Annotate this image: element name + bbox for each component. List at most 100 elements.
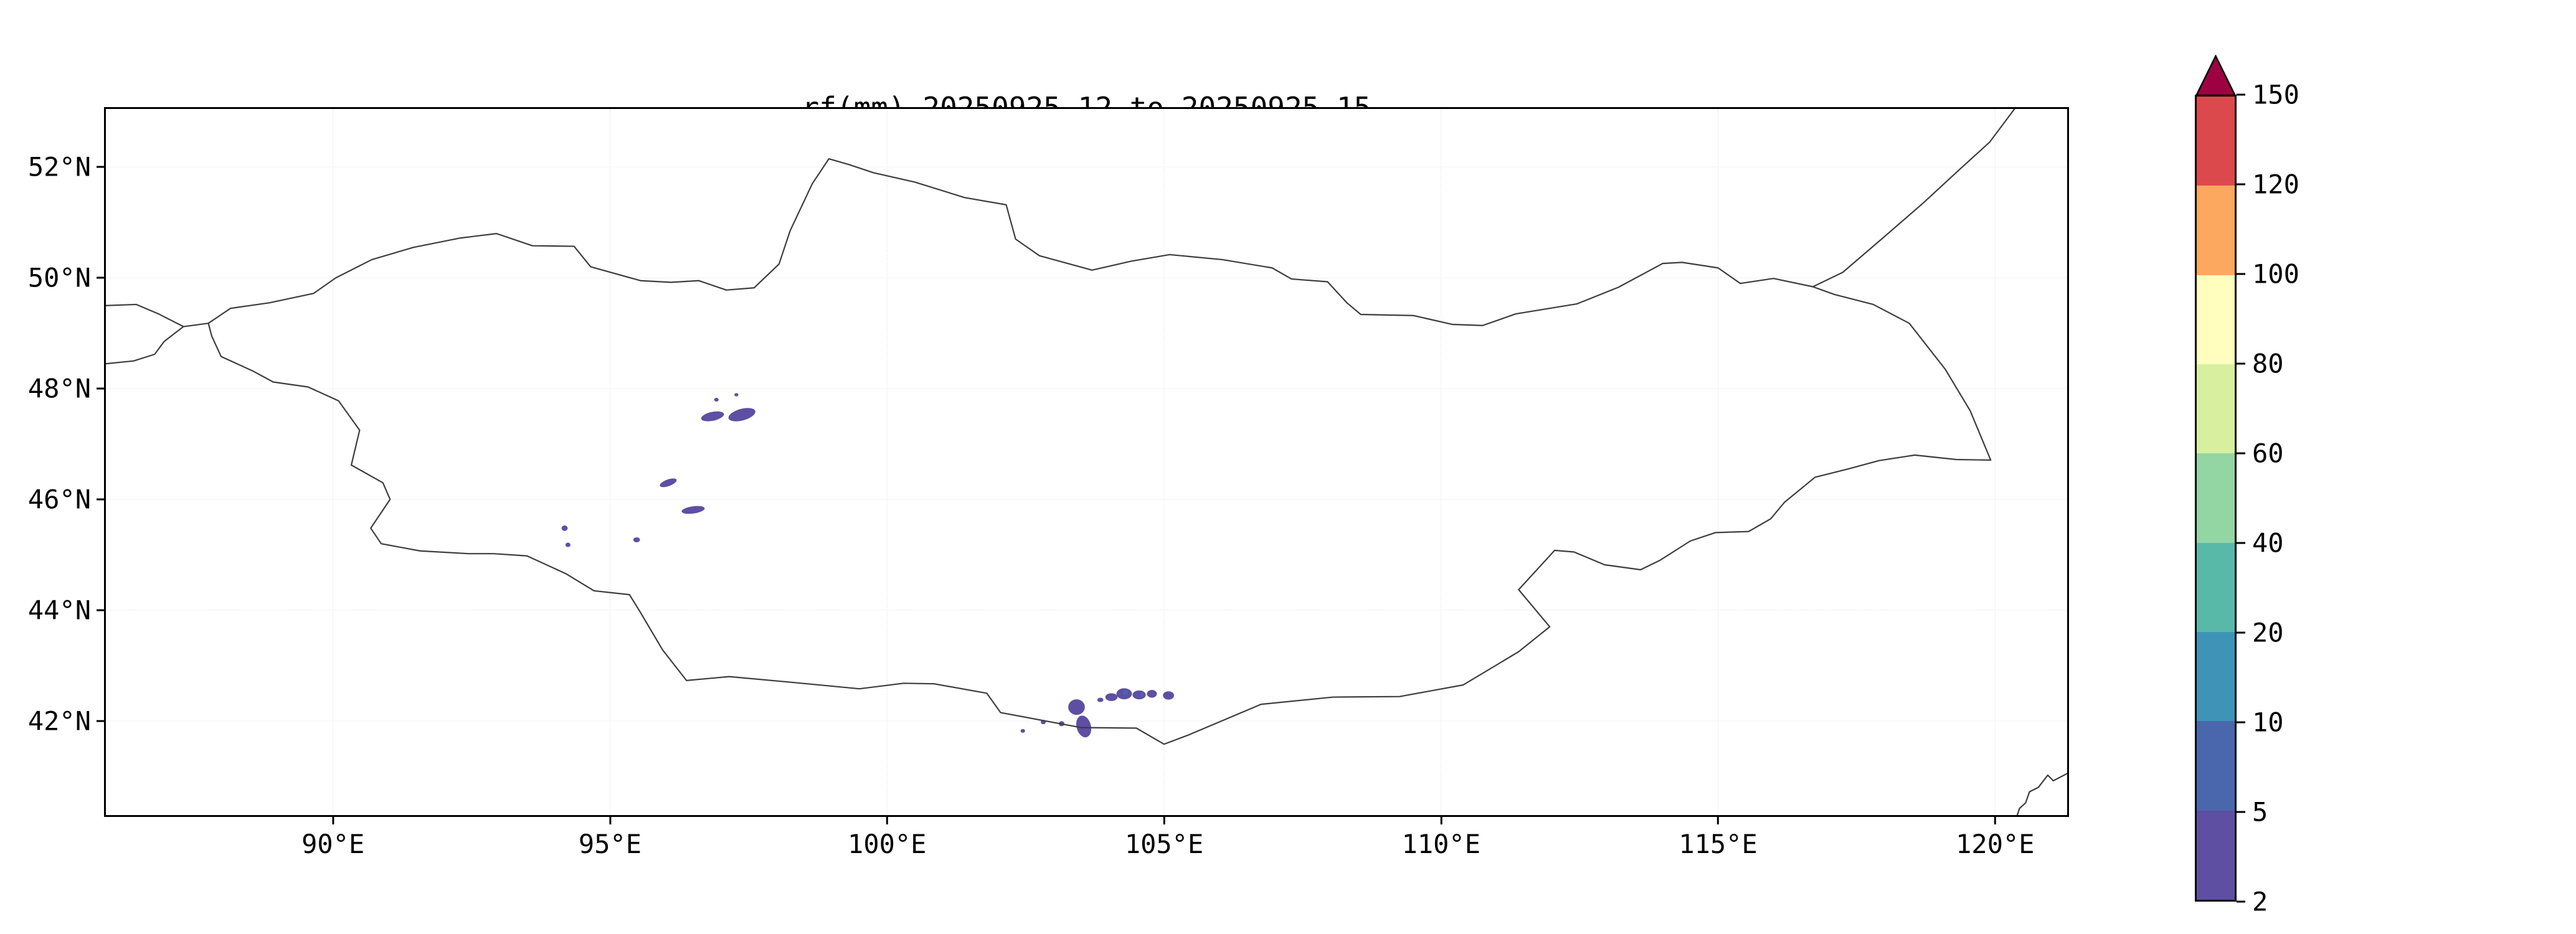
x-tick-label: 110°E bbox=[1401, 829, 1481, 859]
colorbar-tick-label: 10 bbox=[2252, 707, 2284, 738]
tick-mark bbox=[1994, 815, 1996, 824]
rain-cell bbox=[1163, 691, 1175, 700]
x-tick-label: 95°E bbox=[578, 829, 642, 859]
colorbar: 150 120 100 80 60 40 20 10 5 2 bbox=[2195, 55, 2299, 917]
rain-cell bbox=[714, 397, 719, 402]
y-axis-tick: 52°N bbox=[28, 152, 106, 182]
tick-mark bbox=[2237, 900, 2245, 903]
colorbar-tick: 5 bbox=[2237, 796, 2268, 827]
colorbar-segment bbox=[2197, 632, 2235, 722]
tick-mark bbox=[1163, 815, 1165, 824]
overflow-arrow-shape bbox=[2195, 55, 2237, 96]
colorbar-tick-label: 2 bbox=[2252, 886, 2268, 917]
x-axis-tick: 95°E bbox=[579, 815, 642, 859]
tick-mark bbox=[97, 498, 106, 501]
colorbar-segment bbox=[2197, 364, 2235, 454]
rain-cell bbox=[701, 411, 724, 422]
tick-mark bbox=[608, 815, 611, 824]
x-axis-tick: 120°E bbox=[1956, 815, 2035, 859]
y-tick-label: 48°N bbox=[27, 373, 91, 404]
colorbar-tick-label: 20 bbox=[2252, 617, 2284, 648]
colorbar-tick: 120 bbox=[2237, 169, 2299, 199]
rain-cell bbox=[561, 525, 568, 531]
tick-mark bbox=[1717, 815, 1720, 824]
y-axis-tick: 44°N bbox=[28, 595, 106, 625]
tick-mark bbox=[2237, 631, 2245, 634]
rain-cell bbox=[1122, 690, 1129, 695]
x-axis-tick: 115°E bbox=[1679, 815, 1758, 859]
colorbar-tick-label: 5 bbox=[2252, 796, 2268, 828]
colorbar-tick: 20 bbox=[2237, 618, 2284, 648]
tick-mark bbox=[2237, 452, 2245, 455]
coastline-fragment bbox=[2017, 773, 2067, 815]
map-plot: 90°E 95°E 100°E 105°E 110°E 115°E 120°E 52°N 50… bbox=[28, 107, 2069, 859]
tick-mark bbox=[97, 720, 106, 722]
y-tick-label: 50°N bbox=[27, 262, 91, 293]
colorbar-tick: 100 bbox=[2237, 258, 2299, 289]
y-tick-label: 46°N bbox=[27, 484, 91, 515]
tick-mark bbox=[97, 387, 106, 390]
colorbar-tick-label: 40 bbox=[2252, 527, 2284, 559]
colorbar-segment bbox=[2197, 275, 2235, 365]
colorbar-tick-label: 150 bbox=[2252, 79, 2299, 110]
y-axis-tick: 46°N bbox=[28, 484, 106, 515]
tick-mark bbox=[332, 815, 334, 824]
colorbar-tick: 150 bbox=[2237, 80, 2299, 110]
tick-mark bbox=[2237, 362, 2245, 365]
colorbar-tick: 2 bbox=[2237, 887, 2268, 917]
y-axis-tick: 48°N bbox=[28, 374, 106, 404]
x-axis-tick: 100°E bbox=[848, 815, 926, 859]
rain-cell bbox=[1132, 690, 1146, 700]
y-axis-tick: 50°N bbox=[28, 263, 106, 293]
x-tick-label: 105°E bbox=[1124, 829, 1204, 859]
y-axis-tick: 42°N bbox=[28, 705, 106, 736]
tick-mark bbox=[2237, 721, 2245, 724]
map-canvas bbox=[106, 109, 2067, 815]
x-tick-label: 90°E bbox=[301, 829, 365, 859]
tick-mark bbox=[2237, 542, 2245, 544]
rain-cell bbox=[1097, 697, 1104, 702]
rain-cell bbox=[1139, 692, 1145, 697]
country-borders bbox=[106, 109, 2067, 815]
colorbar-segment bbox=[2197, 810, 2235, 900]
colorbar-bar bbox=[2195, 95, 2237, 902]
colorbar-tick-label: 80 bbox=[2252, 348, 2284, 379]
rain-cell bbox=[728, 408, 755, 422]
x-axis-tick: 105°E bbox=[1125, 815, 1203, 859]
tick-mark bbox=[97, 609, 106, 611]
x-tick-label: 120°E bbox=[1956, 829, 2035, 859]
mongolia-border bbox=[209, 159, 1991, 744]
rain-cell bbox=[565, 542, 571, 547]
kazakhstan-china-border-fragment bbox=[106, 327, 184, 364]
tick-mark bbox=[2237, 93, 2245, 96]
y-tick-label: 52°N bbox=[27, 151, 91, 182]
colorbar-tick-label: 120 bbox=[2252, 169, 2299, 200]
colorbar-tick: 40 bbox=[2237, 528, 2284, 559]
rain-cell bbox=[734, 393, 739, 397]
rain-cell bbox=[1147, 689, 1157, 698]
colorbar-overflow-arrow bbox=[2195, 55, 2237, 96]
y-tick-label: 44°N bbox=[27, 595, 91, 626]
x-axis-tick: 110°E bbox=[1402, 815, 1480, 859]
x-tick-label: 115°E bbox=[1679, 829, 1758, 859]
colorbar-tick-label: 60 bbox=[2252, 438, 2284, 469]
rainfall-patches bbox=[561, 393, 1175, 738]
gridlines bbox=[106, 109, 2067, 815]
colorbar-segment bbox=[2197, 186, 2235, 275]
russia-kazakhstan-border-fragment bbox=[106, 304, 209, 327]
tick-mark bbox=[97, 166, 106, 168]
colorbar-tick: 60 bbox=[2237, 438, 2284, 468]
y-tick-label: 42°N bbox=[27, 705, 91, 737]
tick-mark bbox=[1440, 815, 1442, 824]
rain-cell bbox=[1105, 693, 1118, 701]
x-tick-label: 100°E bbox=[848, 829, 927, 859]
colorbar-segment bbox=[2197, 542, 2235, 633]
rain-cell bbox=[1076, 715, 1092, 738]
tick-mark bbox=[886, 815, 888, 824]
colorbar-tick: 80 bbox=[2237, 349, 2284, 379]
tick-mark bbox=[2237, 183, 2245, 186]
russia-china-border bbox=[1813, 109, 2015, 287]
colorbar-segment bbox=[2197, 721, 2235, 811]
colorbar-segment bbox=[2197, 453, 2235, 543]
x-axis-tick: 90°E bbox=[301, 815, 364, 859]
